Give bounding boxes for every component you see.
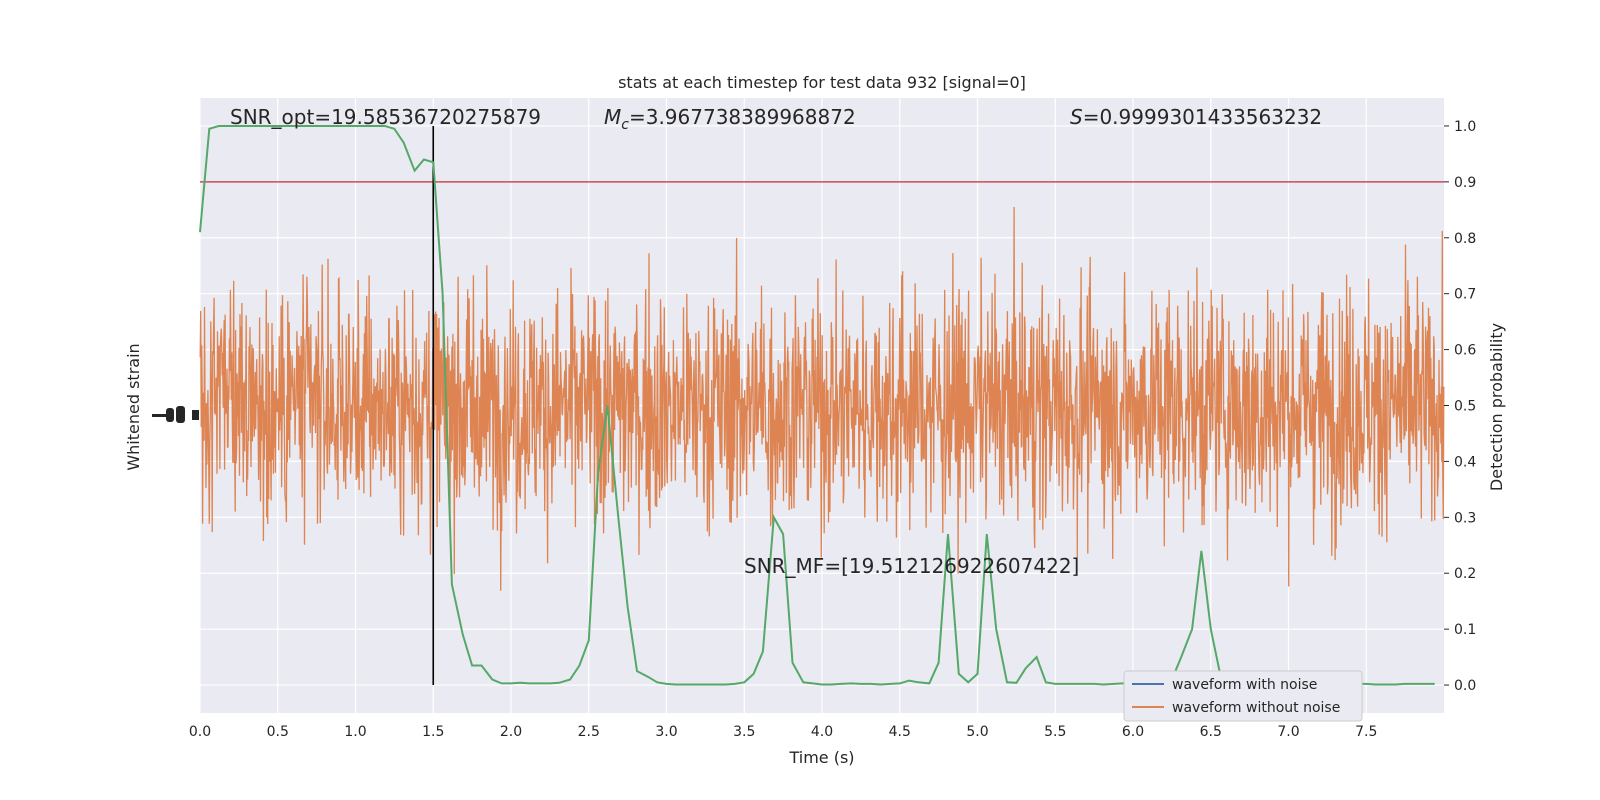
y-tick-label: 0.6	[1454, 343, 1476, 359]
x-tick-label: 7.5	[1355, 724, 1377, 740]
y-tick-label: 0.1	[1454, 622, 1476, 638]
y-tick-label: 0.8	[1454, 231, 1476, 247]
legend-box	[1123, 670, 1363, 722]
y-tick-label: 0.7	[1454, 287, 1476, 303]
y-tick-label: 0.9	[1454, 175, 1476, 191]
x-tick-label: 5.0	[966, 724, 988, 740]
x-tick-label: 2.5	[578, 724, 600, 740]
x-tick-label: 6.0	[1122, 724, 1144, 740]
chirp-mass-annotation: Mc=3.967738389968872	[604, 105, 856, 133]
legend-label-with-noise: waveform with noise	[1172, 677, 1317, 693]
x-tick-label: 4.0	[811, 724, 833, 740]
left-y-axis-label: Whitened strain	[124, 343, 143, 470]
x-tick-label: 1.0	[344, 724, 366, 740]
s-annotation: S=0.9999301433563232	[1070, 105, 1322, 129]
x-tick-label: 0.0	[189, 724, 211, 740]
y-tick-label: 0.5	[1454, 399, 1476, 415]
chirp-mass-subscript: c	[621, 117, 629, 133]
chirp-mass-symbol: M	[604, 105, 621, 129]
x-tick-label: 7.0	[1277, 724, 1299, 740]
right-y-axis-label: Detection probability	[1487, 323, 1506, 491]
x-tick-label: 0.5	[267, 724, 289, 740]
x-axis-label: Time (s)	[788, 748, 854, 767]
axis-ticks: 0.0 0.5 1.0 1.5 2.0 2.5 3.0 3.5 4.0 4.5 5.0 5.5 6.0 6…	[189, 119, 1476, 740]
waveform-without-noise-line	[199, 206, 1445, 591]
y-tick-label: 0.2	[1454, 566, 1476, 582]
snr-mf-annotation: SNR_MF=[19.512126922607422]	[744, 554, 1079, 578]
x-tick-label: 1.5	[422, 724, 444, 740]
waveform-without-noise-series	[199, 206, 1445, 591]
y-tick-label: 0.4	[1454, 454, 1476, 470]
x-tick-label: 2.0	[500, 724, 522, 740]
y-tick-label: 0.3	[1454, 510, 1476, 526]
chirp-mass-value: =3.967738389968872	[629, 105, 856, 129]
legend-label-without-noise: waveform without noise	[1172, 700, 1340, 716]
x-tick-label: 5.5	[1044, 724, 1066, 740]
snr-opt-annotation: SNR_opt=19.58536720275879	[230, 105, 541, 129]
s-value: =0.9999301433563232	[1083, 105, 1322, 129]
left-axis-clutter-glyphs	[152, 406, 199, 423]
x-tick-label: 3.5	[733, 724, 755, 740]
x-tick-label: 3.0	[655, 724, 677, 740]
legend: waveform with noise waveform without noi…	[1123, 670, 1363, 722]
x-tick-label: 6.5	[1200, 724, 1222, 740]
x-tick-label: 4.5	[889, 724, 911, 740]
chart-title: stats at each timestep for test data 932…	[618, 73, 1026, 92]
s-symbol: S	[1070, 105, 1083, 129]
y-tick-label: 0.0	[1454, 678, 1476, 694]
y-tick-label: 1.0	[1454, 119, 1476, 135]
